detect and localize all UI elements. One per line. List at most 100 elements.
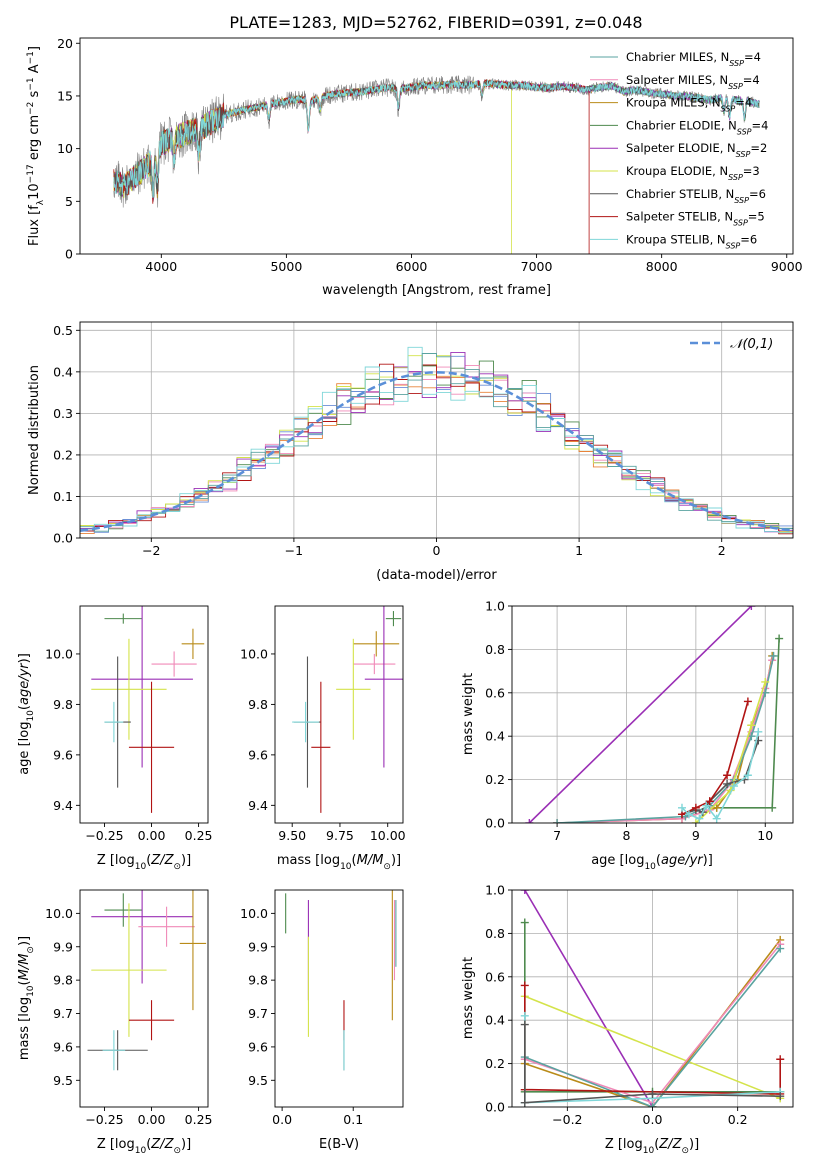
x-tick-label: −0.25 — [85, 1112, 123, 1127]
weight_vs_Z-axes: −0.2 0.0 0.2 0.0 0.2 0.4 0.6 0.8 1.0 — [485, 883, 794, 1127]
y-tick-label: 0.8 — [485, 642, 505, 657]
weight-line — [557, 660, 773, 823]
x-tick-label: 6000 — [396, 259, 428, 274]
weight-marker — [705, 797, 714, 806]
y-tick-label: 0.2 — [485, 772, 505, 787]
spectrum-model-line — [113, 78, 590, 254]
errorbar-point — [181, 628, 205, 659]
legend-entry: Chabrier ELODIE, NSSP=4 — [626, 118, 768, 136]
weight-line — [716, 638, 780, 809]
y-tick-label: 9.6 — [53, 747, 73, 762]
weight-marker — [769, 651, 778, 660]
legend-entry: Salpeter STELIB, NSSP=5 — [626, 210, 765, 228]
errorbar-point — [102, 1030, 126, 1071]
normal-legend-label: 𝒩(0,1) — [730, 337, 773, 352]
legend-entry: Kroupa MILES, NSSP=4 — [626, 96, 752, 114]
normal-curve — [80, 370, 793, 532]
age-z-ylabel: age [log10(age/yr)] — [17, 653, 36, 775]
x-tick-label: −1 — [285, 543, 303, 558]
weight-marker — [712, 803, 721, 812]
y-tick-label: 9.9 — [53, 939, 73, 954]
spectrum-model-line — [113, 79, 760, 197]
weight-marker — [691, 819, 700, 823]
age-z-xlabel: Z [log10(Z/Z⊙)] — [97, 853, 191, 872]
weight-marker — [776, 1092, 785, 1101]
weight-marker — [776, 944, 785, 953]
y-tick-label: 0.3 — [53, 406, 73, 421]
weight-line — [524, 939, 781, 1107]
y-tick-label: 5 — [65, 194, 73, 209]
weight-line — [695, 681, 766, 823]
residual-histogram — [80, 353, 793, 538]
x-tick-label: 9 — [692, 828, 700, 843]
errorbar-point — [104, 613, 143, 624]
residuals-xlabel: (data-model)/error — [376, 568, 497, 583]
weight-marker — [677, 803, 686, 812]
weight-marker — [691, 803, 700, 812]
weight-marker — [723, 779, 732, 788]
legend-entry: Kroupa STELIB, NSSP=6 — [626, 232, 757, 250]
x-tick-label: 0.0 — [272, 1112, 292, 1127]
errorbar-point — [336, 638, 371, 740]
y-tick-label: 9.8 — [248, 973, 268, 988]
x-tick-label: 0.25 — [185, 1112, 213, 1127]
y-tick-label: 0.2 — [485, 1056, 505, 1071]
y-tick-label: 0.2 — [53, 447, 73, 462]
y-tick-label: 9.4 — [53, 798, 73, 813]
errorbar-point — [179, 890, 207, 1011]
weight-age-xlabel: age [log10(age/yr)] — [591, 853, 713, 872]
weight-marker — [520, 1098, 529, 1107]
y-tick-label: 10.0 — [45, 906, 73, 921]
y-tick-label: 0.6 — [485, 685, 505, 700]
x-tick-label: 9000 — [771, 259, 803, 274]
mass_vs_ebv-plot-area — [285, 890, 397, 1071]
weight-series — [553, 651, 778, 823]
weight-marker — [775, 634, 784, 643]
x-tick-label: 0.25 — [185, 828, 213, 843]
weight-marker — [520, 1020, 529, 1029]
weight-marker — [747, 606, 756, 610]
mass-z-ylabel: mass [log10(M/M⊙)] — [17, 936, 36, 1060]
mass_vs_Z-frame — [79, 889, 209, 1108]
x-tick-label: 0.0 — [643, 1112, 663, 1127]
spectrum-plot-area — [113, 75, 760, 254]
errorbar-point — [91, 638, 167, 740]
x-tick-label: 9.75 — [326, 828, 354, 843]
weight-marker — [723, 771, 732, 780]
mass-ebv-xlabel: E(B-V) — [319, 1137, 359, 1152]
x-tick-label: −0.2 — [552, 1112, 582, 1127]
weight-series — [691, 677, 770, 823]
x-tick-label: 0 — [433, 543, 441, 558]
y-tick-label: 0.5 — [53, 323, 73, 338]
weight-marker — [520, 981, 529, 990]
weight-marker — [743, 771, 752, 780]
weight_vs_age-frame — [511, 605, 794, 824]
errorbar-point — [91, 890, 193, 984]
legend-entry: Kroupa ELODIE, NSSP=3 — [626, 164, 760, 182]
weight-line — [524, 890, 654, 1107]
residual-histogram — [80, 363, 793, 538]
residuals-ylabel: Normed distribution — [27, 365, 42, 495]
y-tick-label: 0.4 — [53, 364, 73, 379]
age_vs_mass-axes: 9.50 9.75 10.00 9.4 9.6 9.8 10.0 — [240, 605, 406, 843]
x-tick-label: −0.25 — [85, 828, 123, 843]
y-tick-label: 9.6 — [248, 747, 268, 762]
y-tick-label: 0.0 — [53, 531, 73, 546]
weight-marker — [712, 814, 721, 823]
weight-marker — [695, 814, 704, 823]
x-tick-label: 0.2 — [728, 1112, 748, 1127]
errorbar-point — [128, 1000, 175, 1041]
spectrum-legend: Chabrier MILES, NSSP=4 Salpeter MILES, NS… — [590, 50, 768, 250]
weight_vs_age-axes: 7 8 9 10 0.0 0.2 0.4 0.6 0.8 1.0 — [485, 599, 794, 843]
y-tick-label: 0 — [65, 247, 73, 262]
weight_vs_age-plot-area — [512, 606, 793, 823]
x-tick-label: 0.00 — [138, 1112, 166, 1127]
residuals-frame — [79, 321, 794, 539]
spectrum-model-line — [113, 79, 760, 198]
errorbar-point — [364, 606, 403, 768]
weight-series — [520, 1020, 785, 1107]
y-tick-label: 0.8 — [485, 926, 505, 941]
weight-z-ylabel: mass weight — [461, 957, 476, 1039]
mass_vs_ebv-frame — [274, 889, 404, 1108]
